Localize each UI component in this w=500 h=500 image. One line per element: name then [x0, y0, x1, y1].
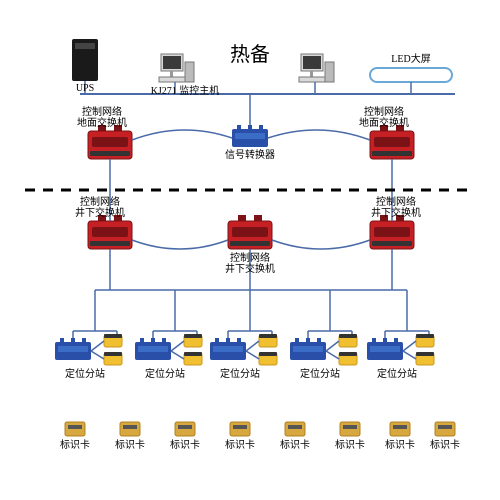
label: 标识卡 — [380, 440, 420, 451]
label: 定位分站 — [135, 369, 195, 380]
label: 标识卡 — [55, 440, 95, 451]
title: 热备 — [210, 44, 290, 66]
label: KJ271 监控主机 — [140, 86, 230, 97]
label: 信号转换器 — [215, 150, 285, 161]
label: 控制网络 地面交换机 — [349, 107, 419, 129]
label: LED大屏 — [381, 54, 441, 65]
label: 定位分站 — [55, 369, 115, 380]
label: 控制网络 井下交换机 — [215, 253, 285, 275]
label: 标识卡 — [275, 440, 315, 451]
label: 定位分站 — [210, 369, 270, 380]
label: 定位分站 — [367, 369, 427, 380]
label: 控制网络 井下交换机 — [65, 197, 135, 219]
label: 标识卡 — [165, 440, 205, 451]
label: 标识卡 — [110, 440, 150, 451]
label: UPS — [65, 83, 105, 94]
label: 定位分站 — [290, 369, 350, 380]
label: 控制网络 地面交换机 — [67, 107, 137, 129]
label: 标识卡 — [425, 440, 465, 451]
label: 标识卡 — [220, 440, 260, 451]
label: 标识卡 — [330, 440, 370, 451]
label: 控制网络 井下交换机 — [361, 197, 431, 219]
